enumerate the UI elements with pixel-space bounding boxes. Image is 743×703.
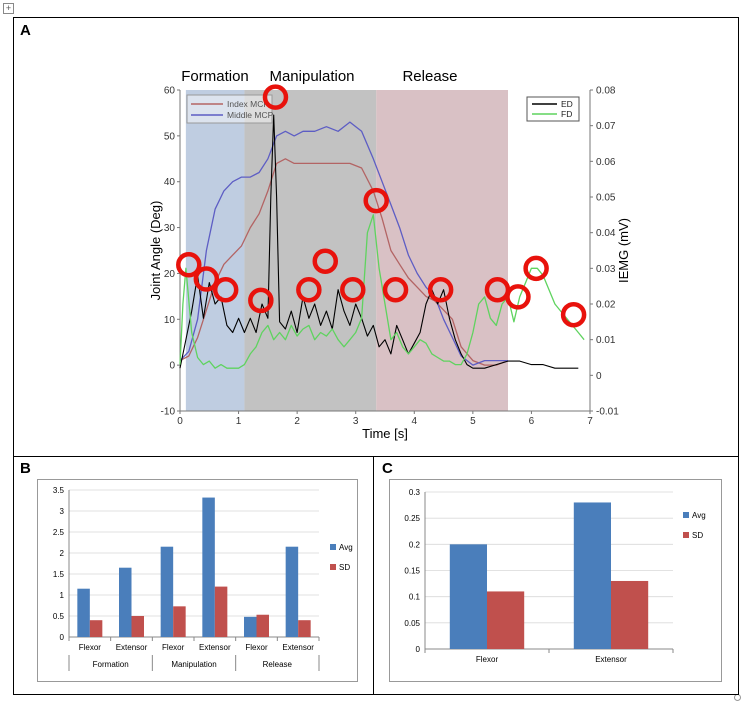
plot-area-frame-b [37,479,358,682]
bar-avg-1 [573,502,611,649]
legend-label-sd: SD [692,531,703,540]
panel-a: A [13,17,739,457]
panel-c: C 0 0.05 0.1 0.15 0.2 0.25 0.3 Flexor Extensor Av… [373,456,739,695]
bar-avg-2 [160,546,174,637]
y-tick-label-2: 1 [60,591,65,600]
bar-avg-0 [77,588,90,637]
panel-b: B 0 0.5 1 1.5 2 2.5 3 3.5 Flexor Extensor Flexor Ex… [13,456,374,695]
y-tick-label-1: 0.5 [53,612,65,621]
bar-avg-1 [119,567,132,637]
y-tick-label-2: 0.1 [409,593,421,602]
category-label-0: Flexor [476,655,499,664]
bar-avg-0 [449,544,487,649]
group-label-1: Manipulation [171,660,216,669]
y-tick-label-3: 1.5 [53,570,65,579]
y-tick-label-0: 0 [416,645,421,654]
y-tick-label-6: 3 [60,507,65,516]
bar-sd-4 [256,614,269,637]
bar-sd-0 [89,620,103,637]
chart-c: 0 0.05 0.1 0.15 0.2 0.25 0.3 Flexor Extensor Avg S… [389,479,722,682]
y-tick-label-0: 0 [60,633,65,642]
bar-avg-4 [244,616,257,637]
legend-label-sd: SD [339,563,350,572]
bar-sd-5 [298,620,311,637]
legend-label-avg: Avg [692,511,706,520]
bar-sd-3 [214,586,228,637]
legend-swatch-avg [683,512,689,518]
y-tick-label-3: 0.15 [404,567,420,576]
panel-a-label: A [20,22,31,39]
bar-sd-2 [173,606,186,637]
category-label-1: Extensor [116,643,148,652]
category-label-1: Extensor [595,655,627,664]
resize-corner-icon [734,694,741,701]
y-tick-label-5: 2.5 [53,528,65,537]
category-label-4: Flexor [245,643,268,652]
category-label-3: Extensor [199,643,231,652]
bar-avg-3 [202,497,215,637]
bar-sd-0 [487,591,525,649]
legend-swatch-sd [683,532,689,538]
group-label-2: Release [263,660,293,669]
category-label-2: Flexor [162,643,185,652]
y-tick-label-5: 0.25 [404,514,420,523]
legend-label-avg: Avg [339,543,353,552]
y-tick-label-1: 0.05 [404,619,420,628]
legend-swatch-sd [330,564,336,570]
bar-avg-5 [285,546,299,637]
expand-handle-icon[interactable]: + [3,3,14,14]
bar-sd-1 [611,580,649,649]
y-tick-label-6: 0.3 [409,488,421,497]
legend-swatch-avg [330,544,336,550]
y-tick-label-4: 2 [60,549,65,558]
bar-sd-1 [131,616,144,637]
plot-area-frame-c [389,479,722,682]
panel-b-label: B [20,460,31,477]
category-label-0: Flexor [79,643,102,652]
chart-b: 0 0.5 1 1.5 2 2.5 3 3.5 Flexor Extensor Flexor Exte… [37,479,358,682]
panel-c-label: C [382,460,393,477]
y-tick-label-7: 3.5 [53,486,65,495]
group-label-0: Formation [93,660,129,669]
y-tick-label-4: 0.2 [409,540,421,549]
category-label-5: Extensor [282,643,314,652]
